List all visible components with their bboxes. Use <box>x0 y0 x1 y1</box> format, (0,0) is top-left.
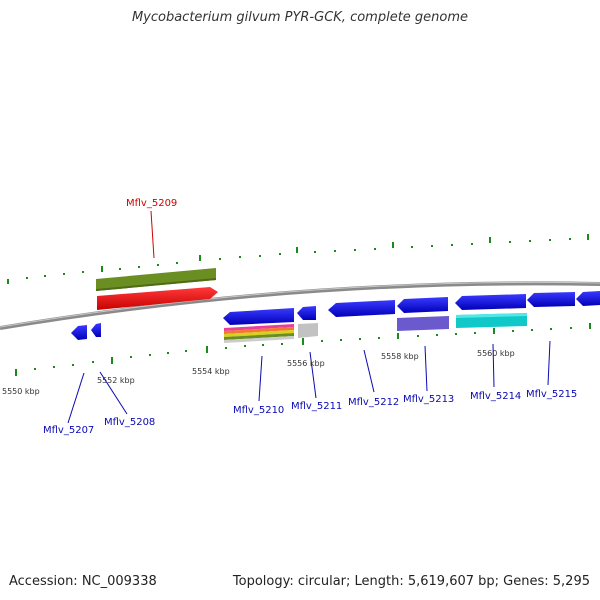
gene-label-mflv-5214[interactable]: Mflv_5214 <box>470 391 521 402</box>
gene-labels: Mflv_5207 Mflv_5208 Mflv_5209 Mflv_5210 … <box>43 198 577 436</box>
tick-label: 5556 kbp <box>287 359 325 368</box>
gene-label-mflv-5210[interactable]: Mflv_5210 <box>233 405 284 416</box>
gene-mflv-5211-arrow[interactable] <box>297 306 316 320</box>
outer-tick-ring <box>7 234 589 284</box>
gene-label-mflv-5211[interactable]: Mflv_5211 <box>291 401 342 412</box>
tick-label: 5560 kbp <box>477 349 515 358</box>
forward-strand-track <box>96 268 218 310</box>
gene-mflv-5210-arrow[interactable] <box>223 308 294 325</box>
tick-labels: 5550 kbp 5552 kbp 5554 kbp 5556 kbp 5558… <box>2 349 515 396</box>
gene-label-mflv-5209[interactable]: Mflv_5209 <box>126 198 177 209</box>
gene-next-arrow[interactable] <box>576 291 600 306</box>
leader-lines <box>67 210 551 424</box>
accession-text: Accession: NC_009338 <box>9 574 157 589</box>
tick-label: 5558 kbp <box>381 352 419 361</box>
genome-backbone <box>0 281 600 330</box>
reverse-cog-track <box>224 313 527 343</box>
gene-mflv-5210-cog[interactable] <box>224 324 294 343</box>
gene-mflv-5215-arrow[interactable] <box>527 292 575 307</box>
gene-label-mflv-5207[interactable]: Mflv_5207 <box>43 425 94 436</box>
gene-mflv-5209-cog-shade <box>96 278 216 291</box>
gene-mflv-5207-arrow[interactable] <box>71 325 87 340</box>
reverse-strand-track <box>71 291 600 340</box>
genome-summary-text: Topology: circular; Length: 5,619,607 bp… <box>232 574 590 589</box>
genome-backbone-highlight <box>0 281 600 328</box>
tick-label: 5550 kbp <box>2 387 40 396</box>
gene-mflv-5209-arrow[interactable] <box>97 287 218 310</box>
gene-mflv-5214-arrow[interactable] <box>455 294 526 310</box>
tick-label: 5554 kbp <box>192 367 230 376</box>
inner-tick-ring <box>15 323 591 376</box>
gene-label-mflv-5212[interactable]: Mflv_5212 <box>348 397 399 408</box>
gene-mflv-5212-arrow[interactable] <box>328 300 395 317</box>
gene-label-mflv-5208[interactable]: Mflv_5208 <box>104 417 155 428</box>
gene-mflv-5209-cog[interactable] <box>96 268 216 291</box>
gene-mflv-5211-cog[interactable] <box>298 323 318 338</box>
gene-mflv-5214-cog-top <box>456 313 527 318</box>
map-title: Mycobacterium gilvum PYR-GCK, complete g… <box>131 10 469 25</box>
gene-label-mflv-5213[interactable]: Mflv_5213 <box>403 394 454 405</box>
gene-mflv-5213-cog[interactable] <box>397 316 449 331</box>
gene-mflv-5208-arrow[interactable] <box>91 323 101 337</box>
gene-mflv-5213-arrow[interactable] <box>397 297 448 313</box>
gene-label-mflv-5215[interactable]: Mflv_5215 <box>526 389 577 400</box>
tick-label: 5552 kbp <box>97 376 135 385</box>
